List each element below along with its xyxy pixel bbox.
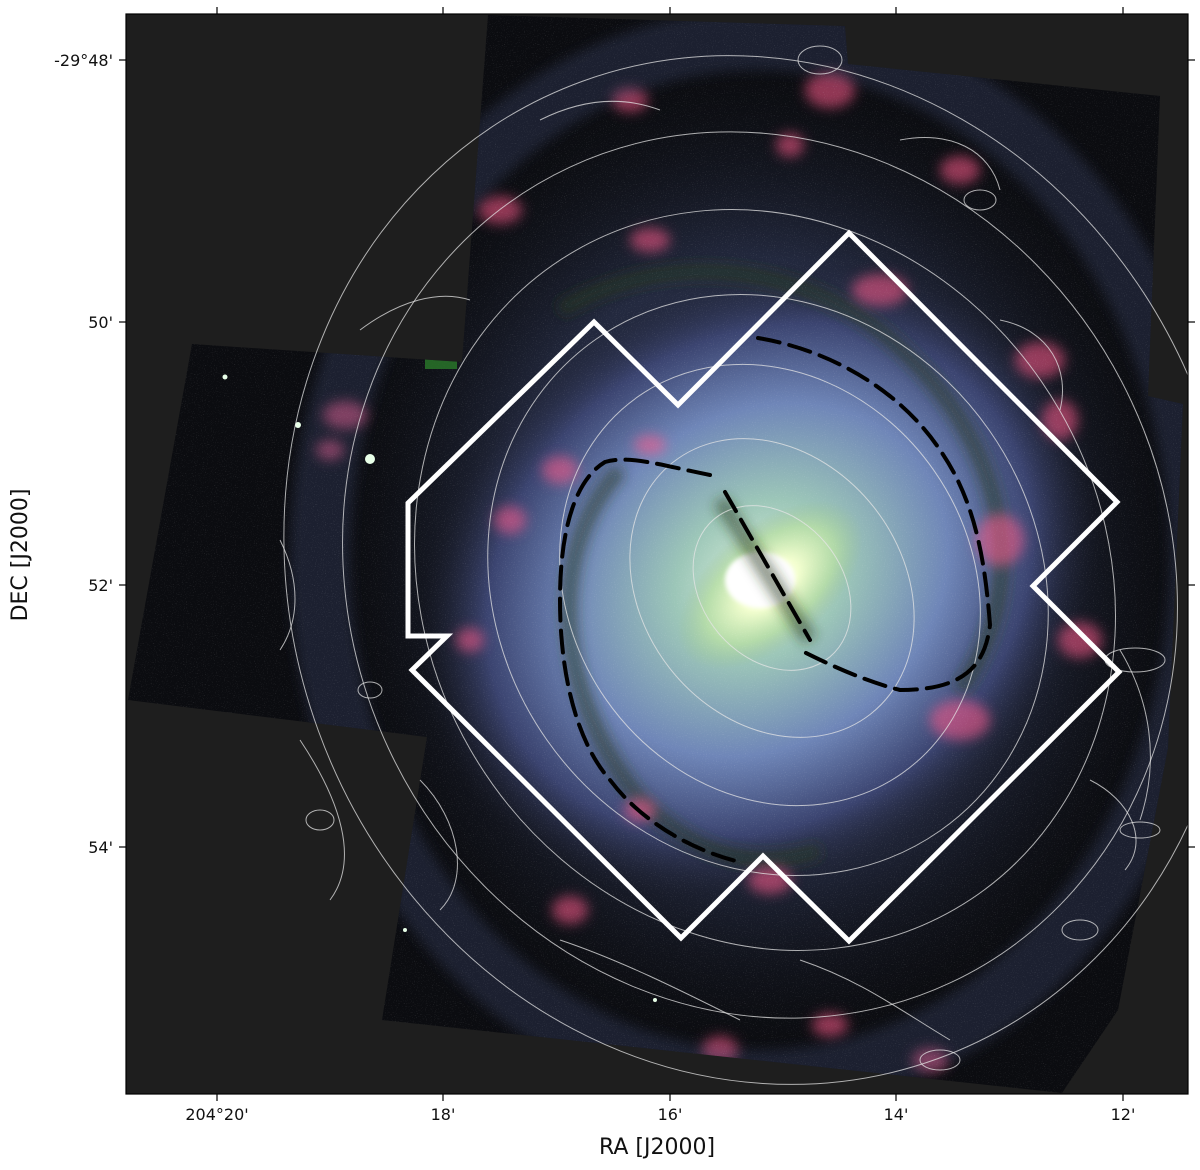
- x-tick-label: 18': [431, 1105, 456, 1124]
- bar-marker: [723, 490, 812, 642]
- x-tick-label: 16': [658, 1105, 683, 1124]
- outer-ring-marker: [756, 336, 993, 693]
- x-tick-label: 12': [1111, 1105, 1136, 1124]
- y-tick-label: 52': [88, 576, 113, 595]
- y-tick-label: 50': [88, 313, 113, 332]
- bar-ring-markers: [557, 336, 993, 864]
- x-axis-label: RA [J2000]: [599, 1135, 715, 1160]
- x-tick-label: 14': [884, 1105, 909, 1124]
- footprint-outline: [405, 229, 1123, 945]
- y-axis-label: DEC [J2000]: [8, 489, 33, 622]
- axes-frame: [125, 13, 1189, 1095]
- inner-ring-marker: [557, 457, 742, 864]
- x-tick-label: 204°20': [185, 1105, 248, 1124]
- tick-marks: [119, 7, 1195, 1101]
- gas-contours: [279, 45, 1188, 1085]
- y-tick-label: -29°48': [54, 51, 113, 70]
- y-tick-label: 54': [88, 838, 113, 857]
